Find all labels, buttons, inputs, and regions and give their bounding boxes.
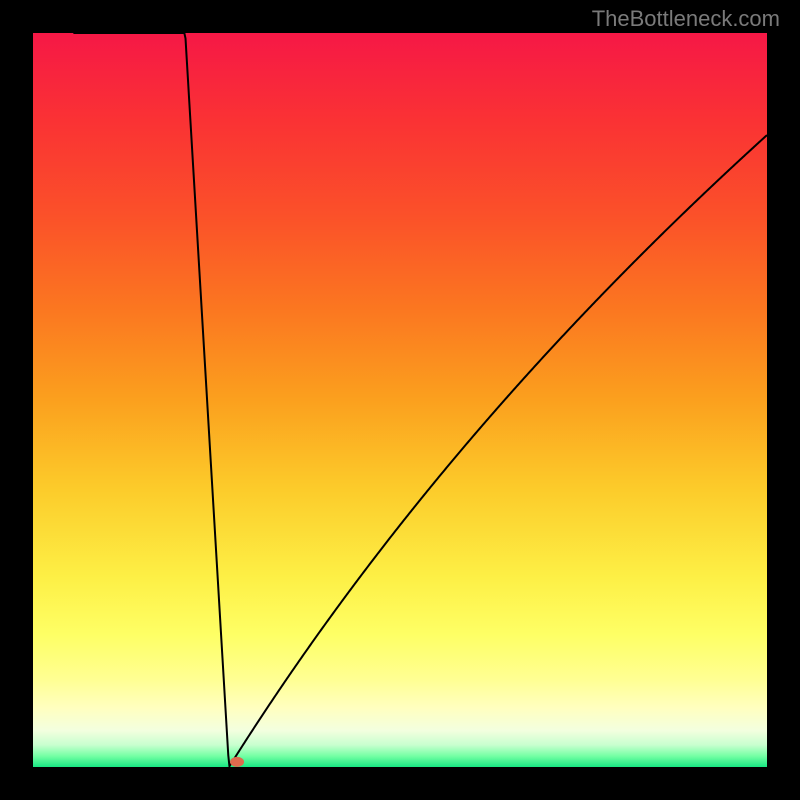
watermark-text: TheBottleneck.com	[592, 6, 780, 32]
bottleneck-chart	[33, 33, 767, 767]
chart-background	[33, 33, 767, 767]
optimal-point-marker	[230, 757, 244, 767]
